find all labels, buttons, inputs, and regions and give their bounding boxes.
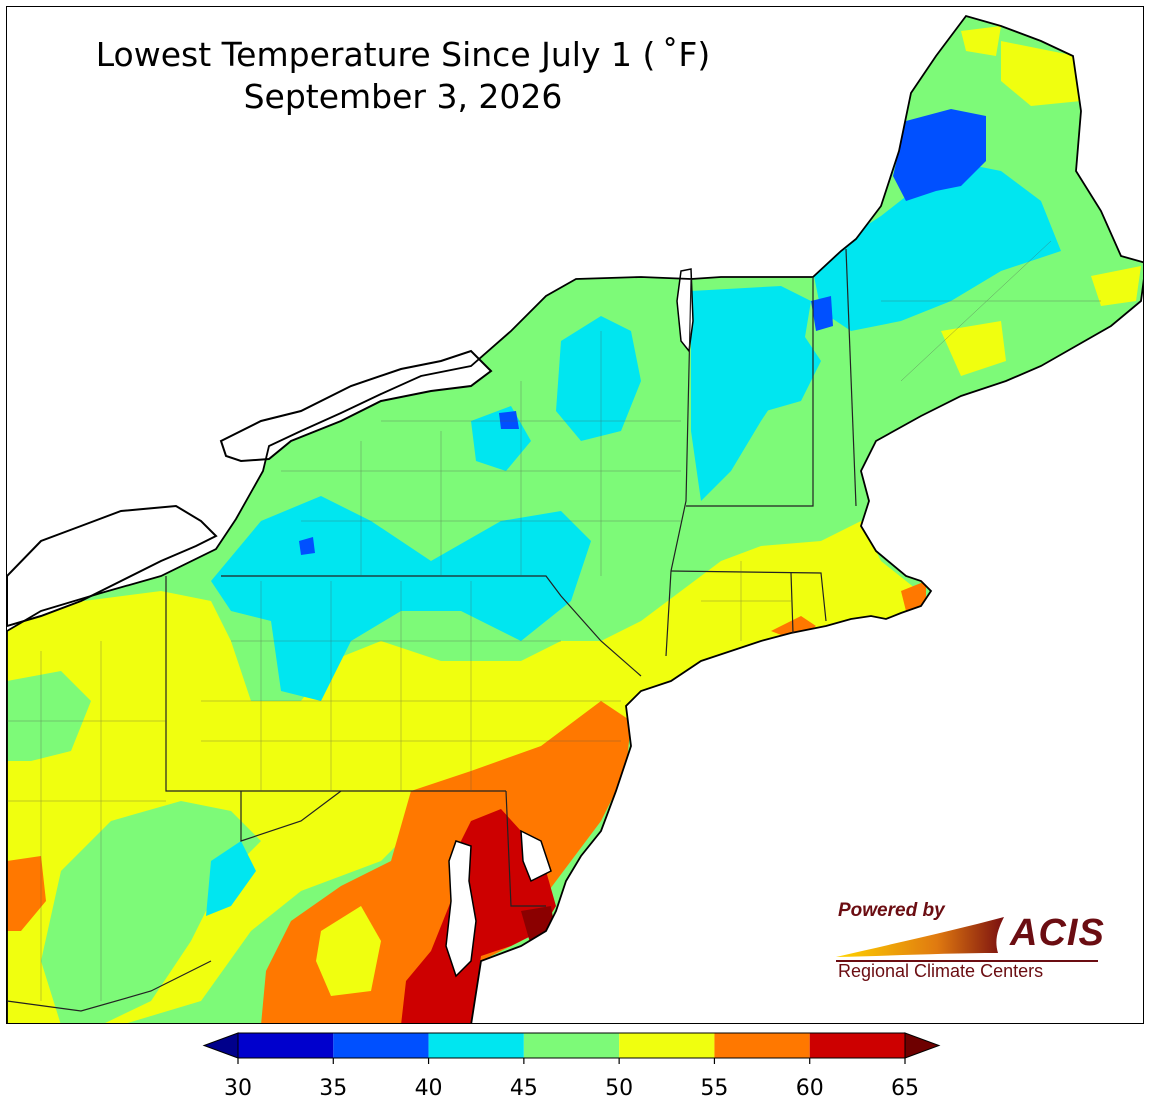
acis-swoosh-icon [836, 917, 1098, 962]
field-40-45-wv [206, 841, 256, 916]
field-55-60-cape [901, 581, 926, 611]
map-frame [6, 6, 1144, 1024]
legend-tick-label: 60 [795, 1076, 824, 1101]
field-35-40-nh [811, 296, 833, 331]
legend-bin-40-45 [428, 1033, 524, 1058]
legend-bin-45-50 [523, 1033, 620, 1058]
legend-bin-55-60 [714, 1033, 810, 1058]
legend-tick-label: 40 [414, 1076, 443, 1101]
state-boundaries [7, 248, 857, 1012]
legend-over-arrow [904, 1032, 941, 1059]
field-45-50-ridge [41, 801, 261, 1023]
legend-tick-label: 65 [891, 1076, 919, 1101]
va-border [7, 960, 212, 1012]
acis-wordmark: ACIS [1010, 912, 1105, 954]
pa-border [165, 576, 506, 792]
field-35-40-tughill [499, 411, 519, 429]
md-de-border [505, 790, 546, 907]
field-60-65 [401, 809, 556, 1023]
field-50-55-downeast [1091, 266, 1141, 306]
wv-md-border [240, 790, 342, 842]
ma-ct-ri-border [670, 570, 827, 622]
field-50-55-inner [316, 906, 381, 996]
field-50-55-maine-tip [961, 26, 1001, 56]
legend-tick-label: 30 [224, 1076, 252, 1101]
lake-erie [7, 504, 218, 628]
legend-border [237, 1032, 906, 1059]
field-40-45-nh [746, 331, 821, 411]
field-50-55-north-maine [1001, 41, 1081, 106]
field-40-45-adirondack [556, 316, 641, 441]
powered-by-text: Powered by [838, 900, 945, 921]
ny-vt-ma-border [665, 278, 692, 657]
field-35-40-ny [299, 537, 315, 555]
color-legend [202, 1032, 941, 1064]
map-date-subtitle: September 3, 2026 [243, 77, 563, 116]
legend-tick-label: 50 [605, 1076, 634, 1101]
field-40-45-maine [811, 161, 1061, 331]
ny-pa-border [221, 575, 642, 677]
vt-nh-border [686, 277, 814, 507]
ct-ri-border [790, 572, 794, 634]
delaware-bay [520, 829, 552, 883]
field-55-60-westedge [7, 856, 46, 931]
county-boundaries [7, 240, 1101, 1001]
field-50-55-midcoast [941, 321, 1006, 376]
legend-bin-60-65 [809, 1033, 905, 1058]
field-35-40-maine [893, 109, 986, 201]
regional-climate-centers-text: Regional Climate Centers [838, 961, 1044, 981]
legend-bin-50-55 [619, 1033, 715, 1058]
legend-tick-label: 45 [509, 1076, 538, 1101]
legend-tick-label: 35 [319, 1076, 348, 1101]
field-45-50-west [7, 671, 91, 761]
legend-bin-30-35 [238, 1033, 334, 1058]
chesapeake-bay [445, 840, 477, 978]
legend-tick-label: 55 [700, 1076, 729, 1101]
temperature-map [7, 15, 1143, 1023]
acis-logo [826, 895, 1116, 990]
map-title: Lowest Temperature Since July 1 ( ˚F) [95, 35, 711, 74]
nh-me-border [845, 248, 857, 507]
legend-bin-35-40 [333, 1033, 429, 1058]
legend-under-arrow [202, 1032, 239, 1059]
